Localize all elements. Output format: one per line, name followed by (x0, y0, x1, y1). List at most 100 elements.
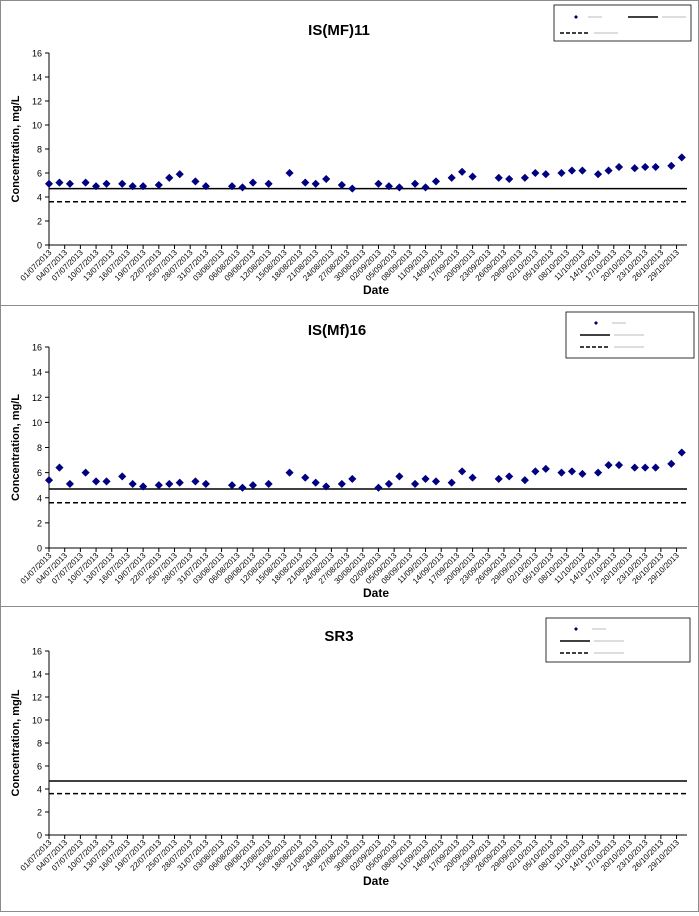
data-point (348, 184, 357, 193)
legend-marker (574, 15, 578, 19)
data-point (541, 170, 550, 179)
data-point (384, 182, 394, 191)
x-axis-label: Date (363, 586, 389, 600)
data-point (593, 170, 603, 179)
data-point (431, 477, 441, 486)
data-point (468, 473, 477, 482)
legend-box (553, 4, 692, 42)
data-point (541, 464, 550, 474)
data-point (421, 474, 430, 484)
data-point (677, 448, 686, 457)
data-point (384, 479, 394, 489)
data-point (311, 478, 320, 487)
y-axis-label: Concentration, mg/L (10, 394, 22, 501)
data-point (44, 179, 54, 188)
data-point (191, 177, 200, 186)
data-point (337, 180, 347, 190)
y-tick-label: 2 (37, 518, 42, 528)
y-tick-label: 0 (37, 544, 42, 554)
data-point (227, 481, 237, 490)
data-point (91, 182, 101, 191)
data-point (138, 482, 148, 491)
data-point (118, 472, 127, 481)
data-point (395, 183, 404, 192)
data-point (165, 479, 174, 489)
data-point (614, 162, 624, 172)
data-point (651, 162, 660, 172)
y-tick-label: 16 (32, 343, 42, 353)
data-point (410, 179, 420, 188)
chart-title: IS(Mf)16 (308, 322, 366, 339)
data-point (641, 162, 650, 172)
data-point (567, 467, 577, 476)
data-point (468, 172, 477, 181)
data-point (447, 478, 456, 487)
data-point (154, 481, 163, 490)
y-tick-label: 0 (37, 831, 42, 841)
y-tick-label: 8 (37, 443, 42, 453)
data-point (557, 168, 566, 178)
y-axis-label: Concentration, mg/L (10, 95, 22, 202)
data-point (264, 479, 273, 489)
data-point (667, 459, 676, 468)
data-point (520, 476, 530, 485)
data-point (651, 463, 660, 472)
data-point (175, 170, 184, 179)
data-point (55, 178, 64, 187)
legend-marker (574, 627, 578, 631)
y-tick-label: 8 (37, 145, 42, 155)
y-tick-label: 2 (37, 808, 42, 818)
legend (553, 4, 692, 42)
data-point (337, 479, 347, 489)
y-tick-label: 8 (37, 739, 42, 749)
data-point (505, 472, 514, 481)
x-axis-label: Date (363, 283, 389, 297)
data-point (238, 183, 247, 192)
y-tick-label: 12 (32, 693, 42, 703)
data-point (578, 166, 587, 175)
data-point (102, 179, 111, 188)
chart-svg-1: IS(MF)11 Concentration, mg/L 0 2 4 6 8 10 12 14 16… (10, 4, 692, 297)
data-point (531, 467, 540, 476)
data-point (154, 180, 163, 190)
data-point (604, 166, 613, 175)
data-point (201, 182, 211, 191)
data-point (91, 477, 101, 486)
data-point (641, 463, 650, 472)
data-point (238, 483, 247, 492)
y-tick-label: 4 (37, 785, 42, 795)
y-tick-label: 6 (37, 169, 42, 179)
chart-panel-2: IS(Mf)16 Concentration, mg/L 0 2 4 6 8 10 12 14 16… (0, 305, 699, 607)
y-tick-label: 4 (37, 193, 42, 203)
data-point (65, 179, 75, 188)
data-point (374, 179, 383, 188)
data-point (447, 173, 456, 182)
y-tick-label: 6 (37, 468, 42, 478)
data-point (557, 468, 566, 477)
y-tick-label: 14 (32, 368, 42, 378)
data-point (431, 177, 441, 186)
data-point (505, 174, 514, 184)
data-point (322, 482, 331, 491)
y-axis-label: Concentration, mg/L (10, 689, 22, 796)
chart-title: SR3 (324, 628, 353, 645)
data-point (248, 178, 258, 187)
y-tick-label: 4 (37, 493, 42, 503)
data-point (395, 472, 404, 481)
data-point (593, 468, 603, 477)
data-point (410, 479, 420, 489)
data-point (667, 161, 676, 170)
data-point (81, 178, 90, 187)
data-point (531, 168, 540, 178)
data-point (191, 477, 200, 486)
y-tick-label: 10 (32, 716, 42, 726)
legend-marker (594, 321, 598, 325)
data-point (81, 468, 90, 477)
y-tick-label: 14 (32, 73, 42, 83)
chart-panel-3: SR3 Concentration, mg/L 0 2 4 6 8 10 12 14 16 01/07… (0, 606, 699, 912)
y-tick-label: 10 (32, 418, 42, 428)
data-point (285, 168, 294, 178)
data-point (285, 468, 294, 477)
